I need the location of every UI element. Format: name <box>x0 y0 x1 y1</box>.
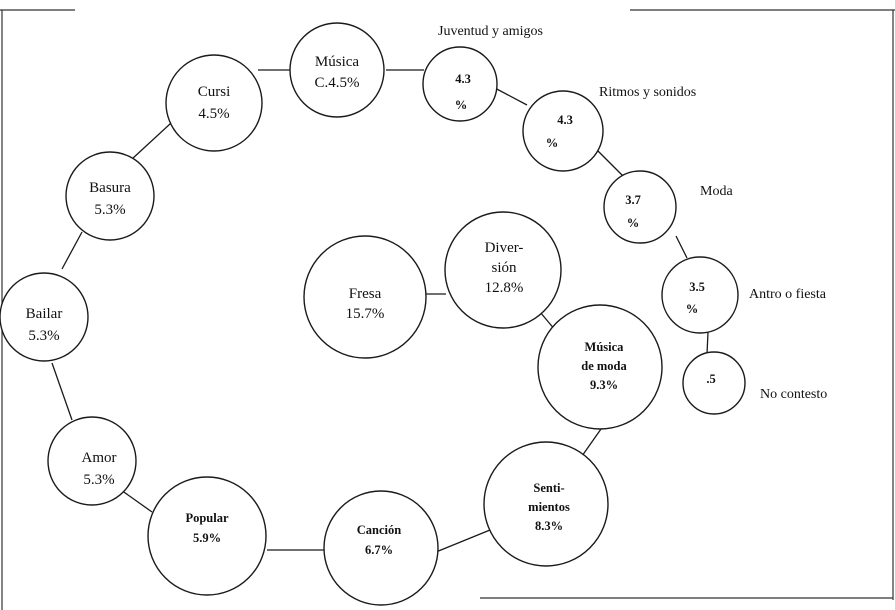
node-unit: % <box>627 216 640 230</box>
edge-cancion-sentimientos <box>435 529 491 553</box>
edge-sentimientos-musicamoda <box>581 428 602 457</box>
node-antro-o-fiesta: 3.5 % <box>661 256 739 334</box>
node-label-2: de moda <box>581 359 627 373</box>
node-unit: % <box>546 136 559 150</box>
node-fresa: Fresa 15.7% <box>303 235 427 359</box>
node-unit: % <box>455 98 468 112</box>
node-value: 5.3% <box>28 328 59 344</box>
node-label-2: mientos <box>528 500 570 514</box>
node-moda: 3.7 % <box>603 170 677 244</box>
label-antro-o-fiesta: Antro o fiesta <box>749 287 827 302</box>
label-ritmos-y-sonidos: Ritmos y sonidos <box>599 85 696 100</box>
node-no-contesto: .5 <box>682 351 746 415</box>
label-juventud-y-amigos: Juventud y amigos <box>438 24 543 39</box>
edge-juventud-ritmos <box>492 86 528 106</box>
node-label: Canción <box>357 523 402 537</box>
node-cancion: Canción 6.7% <box>323 490 439 606</box>
node-value: 5.9% <box>193 531 221 545</box>
node-value: 8.3% <box>535 519 563 533</box>
node-juventud-y-amigos: 4.3 % <box>422 46 498 122</box>
edge-amor-popular <box>120 489 153 513</box>
node-label: Basura <box>89 180 131 196</box>
node-bailar: Bailar 5.3% <box>0 272 89 362</box>
node-value: 5.3% <box>94 202 125 218</box>
node-label: Fresa <box>349 286 382 302</box>
node-value: 9.3% <box>590 378 618 392</box>
edge-basura-bailar <box>61 231 83 270</box>
node-unit: % <box>686 302 699 316</box>
edge-moda-antro <box>675 235 688 259</box>
node-label: Diver- <box>485 240 524 256</box>
node-value: 12.8% <box>485 280 524 296</box>
label-moda: Moda <box>700 184 733 199</box>
node-label: Música <box>315 54 360 70</box>
node-cursi: Cursi 4.5% <box>165 54 263 152</box>
node-basura: Basura 5.3% <box>65 151 155 241</box>
node-label: Bailar <box>26 306 63 322</box>
edge-antro-nocontesto <box>706 331 709 355</box>
node-musica-c: Música C.4.5% <box>289 22 385 118</box>
node-value: 4.3 <box>455 72 471 86</box>
node-label: Senti- <box>533 481 564 495</box>
node-label-2: sión <box>491 260 517 276</box>
node-label: Música <box>585 340 625 354</box>
edge-bailar-amor <box>51 362 73 421</box>
node-popular: Popular 5.9% <box>147 476 267 596</box>
node-label: Popular <box>185 511 229 525</box>
node-value: 6.7% <box>365 543 393 557</box>
node-sentimientos: Senti- mientos 8.3% <box>483 441 609 567</box>
node-value: 5.3% <box>83 472 114 488</box>
node-label: Amor <box>82 450 117 466</box>
node-value: 3.7 <box>625 193 641 207</box>
node-value: 15.7% <box>346 306 385 322</box>
node-musica-de-moda: Música de moda 9.3% <box>537 304 663 430</box>
node-value: 4.5% <box>198 106 229 122</box>
node-ritmos-y-sonidos: 4.3 % <box>522 90 604 172</box>
node-value: .5 <box>706 372 715 386</box>
node-label: Cursi <box>198 84 231 100</box>
node-value: 3.5 <box>689 280 705 294</box>
edge-ritmos-moda <box>596 149 626 179</box>
node-diversion: Diver- sión 12.8% <box>444 211 562 329</box>
node-amor: Amor 5.3% <box>47 416 137 506</box>
label-no-contesto: No contesto <box>760 387 827 402</box>
node-value: C.4.5% <box>315 75 360 91</box>
node-value: 4.3 <box>557 113 573 127</box>
